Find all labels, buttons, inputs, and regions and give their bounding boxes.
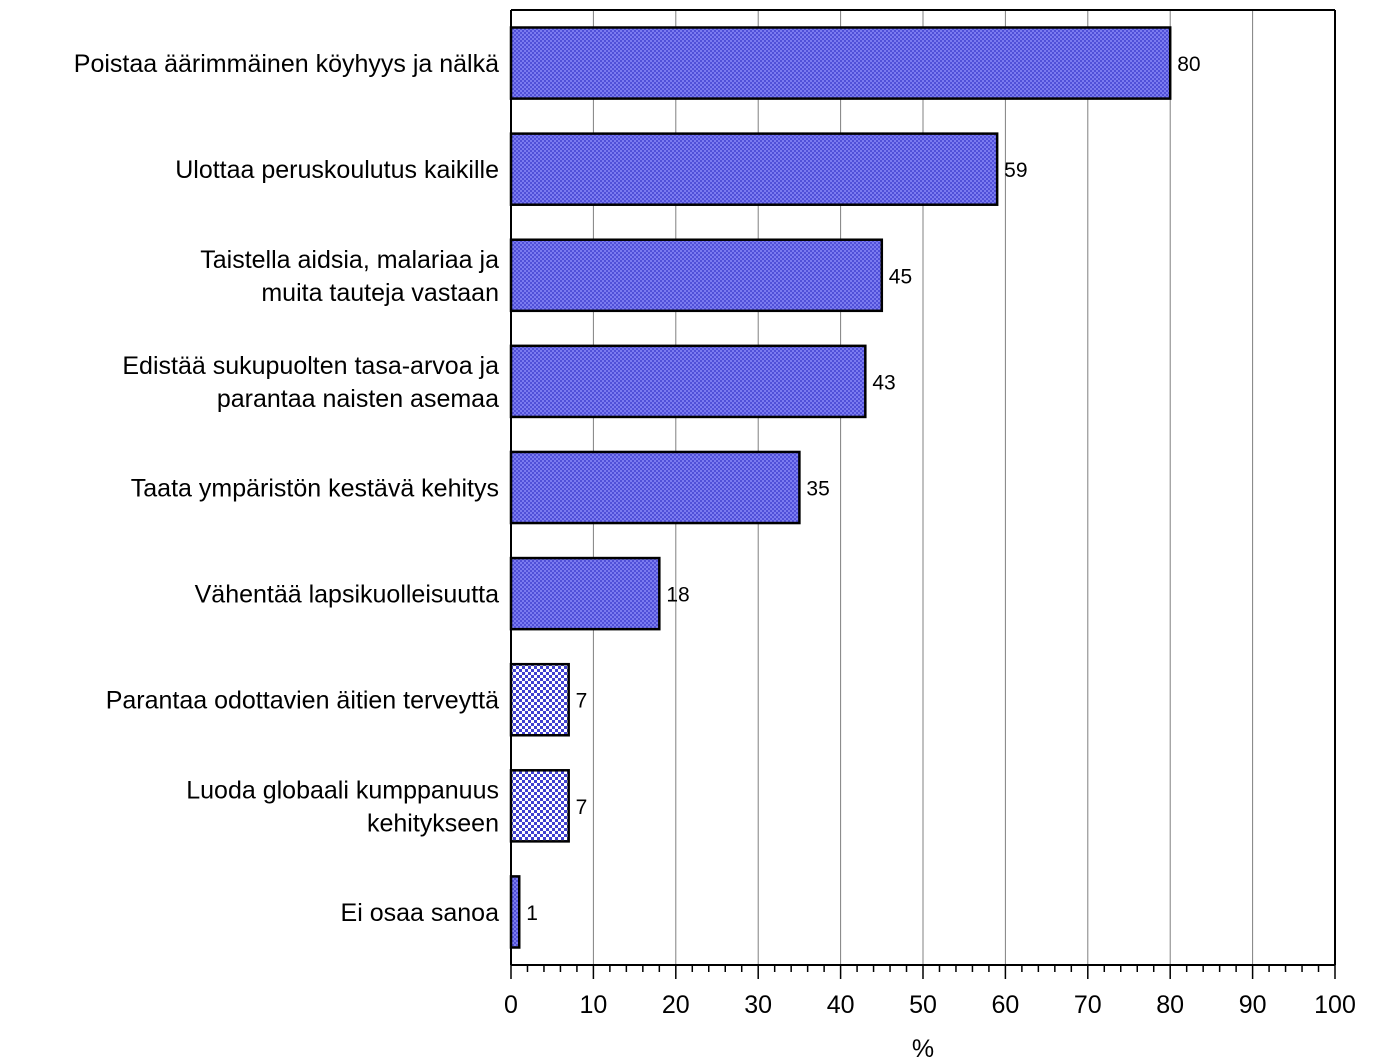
- category-label-line: Taistella aidsia, malariaa ja: [200, 246, 499, 274]
- category-label-line: Taata ympäristön kestävä kehitys: [131, 475, 499, 503]
- bar-value-label: 35: [806, 478, 829, 501]
- x-tick-label: 40: [827, 991, 855, 1019]
- bar: [509, 344, 867, 419]
- category-label-line: Vähentää lapsikuolleisuutta: [195, 581, 499, 609]
- x-tick-label: 20: [662, 991, 690, 1019]
- bar-value-label: 1: [526, 902, 538, 925]
- bar: [509, 132, 999, 206]
- category-label: Luoda globaali kumppanuus kehitykseen: [186, 776, 499, 837]
- bar: [509, 450, 801, 525]
- category-label-line: Edistää sukupuolten tasa-arvoa ja: [122, 352, 499, 380]
- bar: [509, 26, 1172, 100]
- category-label: Poistaa äärimmäinen köyhyys ja nälkä: [74, 50, 499, 78]
- x-tick-label: 90: [1239, 991, 1267, 1019]
- category-label-line: kehitykseen: [367, 809, 499, 837]
- category-label-line: Luoda globaali kumppanuus: [186, 776, 499, 804]
- bar-value-label: 7: [576, 796, 588, 819]
- x-tick-label: 50: [909, 991, 937, 1019]
- bar-value-label: 18: [666, 584, 689, 607]
- x-axis-title: %: [912, 1035, 934, 1063]
- bars: 80 59 45 43 35 18 7 7 1: [509, 26, 1201, 949]
- category-label: Taistella aidsia, malariaa ja muita taute…: [200, 246, 499, 307]
- bar: [509, 556, 661, 631]
- category-label: Parantaa odottavien äitien terveyttä: [106, 687, 499, 715]
- x-tick-label: 60: [991, 991, 1019, 1019]
- bar: [509, 875, 521, 949]
- category-label-line: Poistaa äärimmäinen köyhyys ja nälkä: [74, 50, 499, 78]
- category-label: Edistää sukupuolten tasa-arvoa ja paranta…: [122, 352, 499, 413]
- category-label: Ei osaa sanoa: [341, 899, 500, 927]
- category-label-line: Ulottaa peruskoulutus kaikille: [175, 156, 499, 184]
- category-label: Taata ympäristön kestävä kehitys: [131, 475, 499, 503]
- category-labels: Poistaa äärimmäinen köyhyys ja nälkä Ulot…: [74, 50, 499, 927]
- x-tick-label: 0: [504, 991, 518, 1019]
- category-label: Vähentää lapsikuolleisuutta: [195, 581, 499, 609]
- bar-value-label: 7: [576, 690, 588, 713]
- category-label-line: Ei osaa sanoa: [341, 899, 500, 927]
- category-label: Ulottaa peruskoulutus kaikille: [175, 156, 499, 184]
- x-tick-label: 70: [1074, 991, 1102, 1019]
- bar: [509, 662, 570, 737]
- bar-value-label: 45: [889, 265, 912, 288]
- category-label-line: parantaa naisten asemaa: [217, 385, 499, 413]
- x-tick-label: 80: [1156, 991, 1184, 1019]
- category-label-line: Parantaa odottavien äitien terveyttä: [106, 687, 499, 715]
- bar-value-label: 43: [872, 371, 895, 394]
- x-tick-label: 10: [579, 991, 607, 1019]
- bar: [509, 769, 570, 843]
- category-label-line: muita tauteja vastaan: [261, 279, 499, 307]
- x-tick-label: 100: [1314, 991, 1356, 1019]
- x-axis: 0 10 20 30 40 50 60 70 80 90 100: [504, 9, 1356, 1019]
- bar-value-label: 59: [1004, 159, 1027, 182]
- bar-value-label: 80: [1177, 53, 1200, 76]
- bar: [509, 238, 884, 313]
- x-tick-label: 30: [744, 991, 772, 1019]
